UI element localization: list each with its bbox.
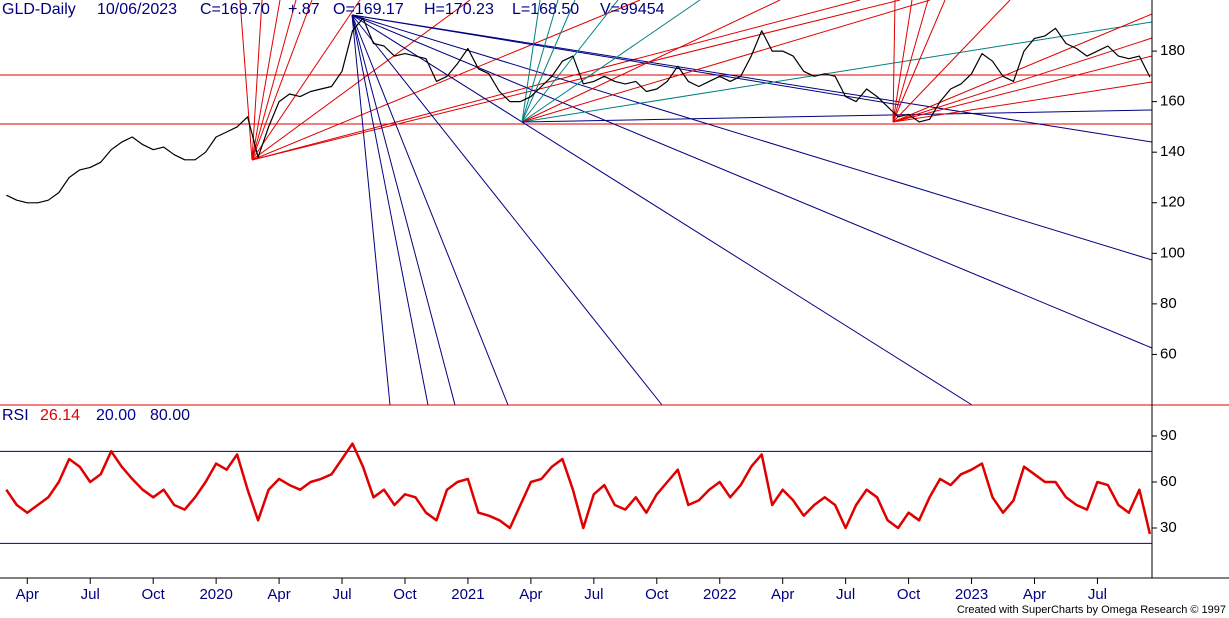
gann-line xyxy=(351,14,973,406)
gann-line xyxy=(521,0,781,123)
x-tick-label: 2021 xyxy=(451,586,484,603)
x-tick-label: 2020 xyxy=(199,586,232,603)
gann-line xyxy=(892,0,1011,123)
y-tick-label: 160 xyxy=(1160,93,1185,110)
gann-line xyxy=(521,109,1153,123)
x-tick-label: Oct xyxy=(897,586,921,603)
gann-line xyxy=(351,14,1153,349)
x-tick-label: Oct xyxy=(393,586,417,603)
gann-line xyxy=(251,0,313,161)
gann-line xyxy=(351,14,1153,143)
gann-line xyxy=(251,0,361,161)
gann-line xyxy=(892,0,913,123)
gann-line xyxy=(892,0,896,123)
x-tick-label: Jul xyxy=(81,586,100,603)
x-tick-label: Jul xyxy=(836,586,855,603)
y-tick-label: 120 xyxy=(1160,194,1185,211)
price-line xyxy=(6,17,1151,204)
x-tick-label: Apr xyxy=(16,586,39,603)
header-volume: V=99454 xyxy=(600,1,665,18)
header-open: O=169.17 xyxy=(333,1,404,18)
gann-line xyxy=(351,14,663,406)
gann-line xyxy=(251,0,281,161)
gann-line xyxy=(892,81,1153,123)
y-tick-label: 30 xyxy=(1160,519,1177,536)
gann-fans xyxy=(0,0,1153,406)
x-tick-label: Jul xyxy=(1088,586,1107,603)
gann-line xyxy=(892,0,946,123)
header-change: +.87 xyxy=(288,1,320,18)
rsi-current: 26.14 xyxy=(40,407,80,424)
gann-line xyxy=(351,14,901,106)
y-tick-label: 180 xyxy=(1160,42,1185,59)
price-line xyxy=(5,442,1152,535)
x-tick-label: 2023 xyxy=(955,586,988,603)
rsi-title: RSI xyxy=(2,407,29,424)
gann-line xyxy=(351,14,1153,261)
y-tick-label: 140 xyxy=(1160,143,1185,160)
gann-line xyxy=(351,14,429,406)
x-tick-label: Apr xyxy=(771,586,794,603)
gann-line xyxy=(892,0,929,123)
y-tick-label: 80 xyxy=(1160,295,1177,312)
header-close: C=169.70 xyxy=(200,1,270,18)
gann-line xyxy=(239,0,253,161)
gann-line xyxy=(351,14,391,406)
footer: Created with SuperCharts by Omega Resear… xyxy=(957,604,1226,616)
gann-line xyxy=(251,0,263,161)
gann-line xyxy=(521,0,619,123)
gann-line xyxy=(892,55,1153,123)
y-tick-label: 100 xyxy=(1160,244,1185,261)
y-tick-label: 90 xyxy=(1160,427,1177,444)
x-tick-label: Oct xyxy=(142,586,166,603)
gann-line xyxy=(251,0,297,161)
gann-line xyxy=(521,21,1153,123)
gann-line xyxy=(521,0,701,123)
gann-line xyxy=(521,0,559,123)
x-tick-label: Jul xyxy=(584,586,603,603)
gann-line xyxy=(892,13,1153,123)
x-tick-label: Apr xyxy=(1023,586,1046,603)
x-tick-label: Oct xyxy=(645,586,669,603)
header-low: L=168.50 xyxy=(512,1,579,18)
header-date: 10/06/2023 xyxy=(97,1,177,18)
rsi-level-label: 80.00 xyxy=(150,407,190,424)
gann-line xyxy=(521,0,576,123)
gann-line xyxy=(251,0,861,161)
chart-title: GLD-Daily xyxy=(2,1,76,18)
gann-line xyxy=(521,0,541,123)
gann-line xyxy=(521,0,931,123)
gann-line xyxy=(351,14,509,406)
y-tick-label: 60 xyxy=(1160,345,1177,362)
y-tick-label: 60 xyxy=(1160,473,1177,490)
x-tick-label: Apr xyxy=(267,586,290,603)
gann-line xyxy=(251,0,471,161)
gann-line xyxy=(351,14,456,406)
gann-line xyxy=(251,0,901,161)
header-high: H=170.23 xyxy=(424,1,494,18)
gann-line xyxy=(251,0,641,161)
x-tick-label: 2022 xyxy=(703,586,736,603)
rsi-level-label: 20.00 xyxy=(96,407,136,424)
x-tick-label: Jul xyxy=(332,586,351,603)
x-tick-label: Apr xyxy=(519,586,542,603)
